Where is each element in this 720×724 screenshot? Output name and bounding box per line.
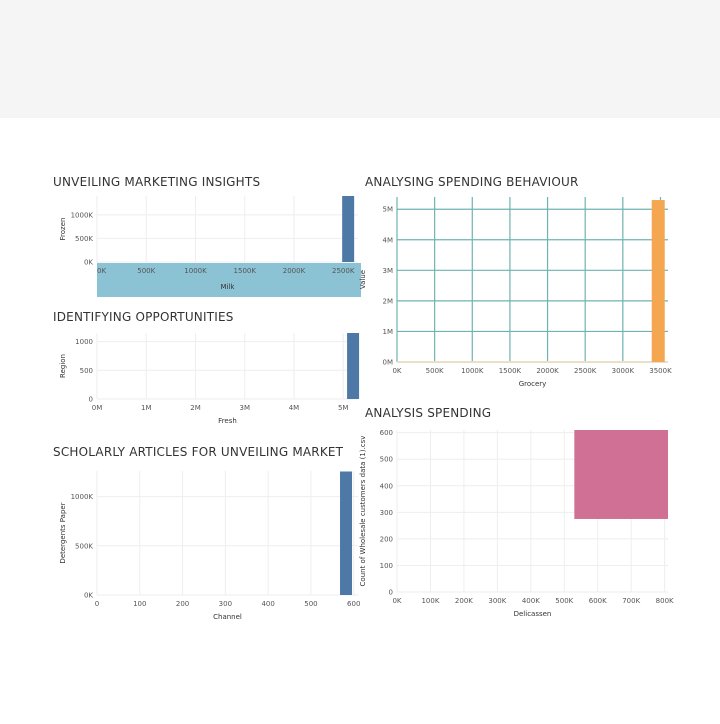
x-tick-label: 0K	[97, 267, 106, 275]
x-tick-label: 0	[95, 600, 99, 608]
y-tick-label: 1000K	[71, 493, 94, 501]
x-axis-label: Grocery	[519, 380, 547, 388]
y-axis-label: Value	[359, 270, 367, 289]
x-axis-band	[97, 263, 361, 297]
y-tick-label: 3M	[383, 267, 394, 275]
y-tick-label: 4M	[383, 236, 394, 244]
x-tick-label: 2500K	[574, 367, 597, 375]
x-tick-label: 1000K	[461, 367, 484, 375]
x-tick-label: 5M	[338, 404, 349, 412]
chart-title-spending: ANALYSIS SPENDING	[365, 406, 492, 420]
x-tick-label: 700K	[622, 597, 640, 605]
y-tick-label: 500	[80, 367, 93, 375]
y-axis-label: Detergents Paper	[59, 502, 67, 563]
chart-opportunities: 0 500 1000 0M 1M 2M 3M 4M 5M Fresh Region	[59, 333, 360, 425]
y-tick-label: 500K	[75, 542, 93, 550]
y-tick-label: 0K	[84, 259, 93, 267]
chart-marketing: 0K 500K 1000K 0K 500K 1000K 1500K 2000K 2500K Mil…	[59, 196, 361, 297]
chart-spending: 0 100 200 300 400 500 600 0K 100K 200K 300K 400K 500…	[359, 429, 674, 618]
y-tick-label: 200	[380, 535, 393, 543]
y-tick-label: 2M	[383, 297, 394, 305]
x-tick-label: 2000K	[283, 267, 306, 275]
x-tick-label: 600K	[589, 597, 607, 605]
x-tick-label: 2500K	[332, 267, 355, 275]
chart-title-behaviour: ANALYSING SPENDING BEHAVIOUR	[365, 175, 579, 189]
x-tick-label: 3500K	[649, 367, 672, 375]
x-tick-label: 100	[133, 600, 146, 608]
y-tick-label: 0K	[84, 592, 93, 600]
x-tick-label: 100K	[421, 597, 439, 605]
x-tick-label: 4M	[289, 404, 300, 412]
y-tick-label: 0M	[383, 359, 394, 367]
y-axis-label: Count of Wholesale customers data (1).cs…	[359, 436, 367, 587]
x-tick-label: 500K	[137, 267, 155, 275]
x-tick-label: 1500K	[234, 267, 257, 275]
x-tick-label: 3000K	[612, 367, 635, 375]
x-tick-label: 200K	[455, 597, 473, 605]
x-axis-label: Fresh	[218, 417, 237, 425]
chart-title-marketing: UNVEILING MARKETING INSIGHTS	[53, 175, 261, 189]
x-tick-label: 1M	[141, 404, 152, 412]
x-axis-label: Delicassen	[514, 610, 552, 618]
area-block	[574, 430, 668, 519]
x-tick-label: 0K	[392, 597, 401, 605]
x-axis-label: Channel	[213, 613, 242, 621]
y-axis-label: Frozen	[59, 218, 67, 241]
y-tick-label: 0	[389, 589, 393, 597]
y-axis-label: Region	[59, 354, 67, 378]
y-tick-label: 0	[89, 396, 93, 404]
chart-scholarly: 0K 500K 1000K 0 100 200 300 400 500 600 Channel Det…	[59, 471, 360, 621]
x-tick-label: 1500K	[499, 367, 522, 375]
y-tick-label: 400	[380, 482, 393, 490]
y-tick-label: 600	[380, 429, 393, 437]
x-tick-label: 0M	[92, 404, 103, 412]
bar	[340, 471, 353, 595]
x-tick-label: 400K	[522, 597, 540, 605]
y-tick-label: 1000	[75, 338, 93, 346]
y-tick-label: 300	[380, 509, 393, 517]
x-tick-label: 500K	[426, 367, 444, 375]
y-tick-label: 5M	[383, 206, 394, 214]
x-axis-label: Milk	[221, 283, 236, 291]
bar	[342, 196, 355, 262]
y-tick-label: 500K	[75, 235, 93, 243]
top-banner	[0, 0, 720, 118]
x-tick-label: 3M	[239, 404, 250, 412]
x-tick-label: 200	[176, 600, 189, 608]
bar	[347, 333, 360, 399]
x-tick-label: 300K	[488, 597, 506, 605]
x-tick-label: 600	[347, 600, 360, 608]
x-tick-label: 400	[261, 600, 274, 608]
chart-behaviour: 0M 1M 2M 3M 4M 5M 0K 500K 1000K 1500K 2000K 2500K 30…	[359, 197, 672, 388]
bar	[651, 200, 665, 362]
chart-title-opportunities: IDENTIFYING OPPORTUNITIES	[53, 310, 234, 324]
x-tick-label: 1000K	[184, 267, 207, 275]
y-tick-label: 500	[380, 456, 393, 464]
x-tick-label: 500	[304, 600, 317, 608]
y-tick-label: 1000K	[71, 211, 94, 219]
x-tick-label: 0K	[392, 367, 401, 375]
chart-title-scholarly: SCHOLARLY ARTICLES FOR UNVEILING MARKET	[53, 445, 344, 459]
x-tick-label: 2M	[190, 404, 201, 412]
y-tick-label: 100	[380, 562, 393, 570]
x-tick-label: 300	[219, 600, 232, 608]
y-tick-label: 1M	[383, 328, 394, 336]
x-tick-label: 500K	[555, 597, 573, 605]
x-tick-label: 800K	[656, 597, 674, 605]
x-tick-label: 2000K	[536, 367, 559, 375]
